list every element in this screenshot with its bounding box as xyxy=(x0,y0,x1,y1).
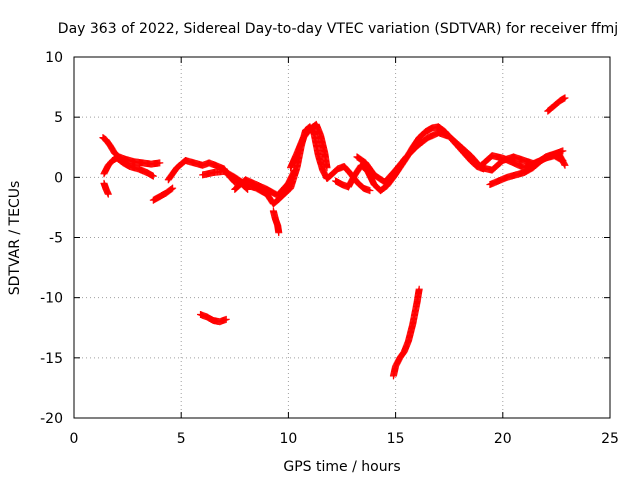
series-s9 xyxy=(287,120,331,172)
series-s2 xyxy=(100,154,157,180)
data-point xyxy=(366,187,374,195)
y-tick-label: 10 xyxy=(45,50,63,66)
x-tick-label: 20 xyxy=(494,431,512,447)
series-s12 xyxy=(353,129,567,186)
series-s7 xyxy=(231,166,299,199)
x-tick-label: 10 xyxy=(279,431,297,447)
series-s14 xyxy=(486,149,569,189)
data-point xyxy=(104,190,112,198)
data-point xyxy=(291,166,299,174)
series-s1 xyxy=(99,134,164,168)
data-point xyxy=(559,147,567,155)
data-point xyxy=(561,161,569,169)
y-tick-label: -10 xyxy=(40,291,63,307)
y-tick-label: 0 xyxy=(54,170,63,186)
data-point xyxy=(561,94,569,102)
data-point xyxy=(156,159,164,167)
x-axis-label: GPS time / hours xyxy=(283,459,400,475)
grid-lines xyxy=(74,57,610,418)
y-axis-label: SDTVAR / TECUs xyxy=(7,181,23,296)
data-point xyxy=(415,285,423,293)
x-tick-label: 15 xyxy=(387,431,405,447)
data-point xyxy=(168,185,176,193)
data-points xyxy=(99,94,569,380)
data-point xyxy=(323,164,331,172)
series-s3 xyxy=(100,179,112,198)
series-s16 xyxy=(196,311,230,326)
series-s4 xyxy=(149,184,177,204)
x-tick-label: 25 xyxy=(601,431,619,447)
y-tick-labels: -20 -15 -10 -5 0 5 10 xyxy=(40,50,63,427)
data-point xyxy=(275,229,283,237)
data-point xyxy=(149,172,157,180)
x-tick-labels: 0 5 10 15 20 25 xyxy=(70,431,619,447)
x-tick-label: 5 xyxy=(177,431,186,447)
series-s17 xyxy=(389,285,423,380)
axis-ticks xyxy=(73,56,611,419)
data-point xyxy=(222,315,230,323)
data-point xyxy=(169,184,177,192)
x-tick-label: 0 xyxy=(70,431,79,447)
y-tick-label: -20 xyxy=(40,411,63,427)
series-s8 xyxy=(269,207,283,237)
y-tick-label: 5 xyxy=(54,110,63,126)
series-s15 xyxy=(544,94,569,115)
y-tick-label: -5 xyxy=(49,231,63,247)
y-tick-label: -15 xyxy=(40,351,63,367)
chart-title: Day 363 of 2022, Sidereal Day-to-day VTE… xyxy=(58,21,618,37)
